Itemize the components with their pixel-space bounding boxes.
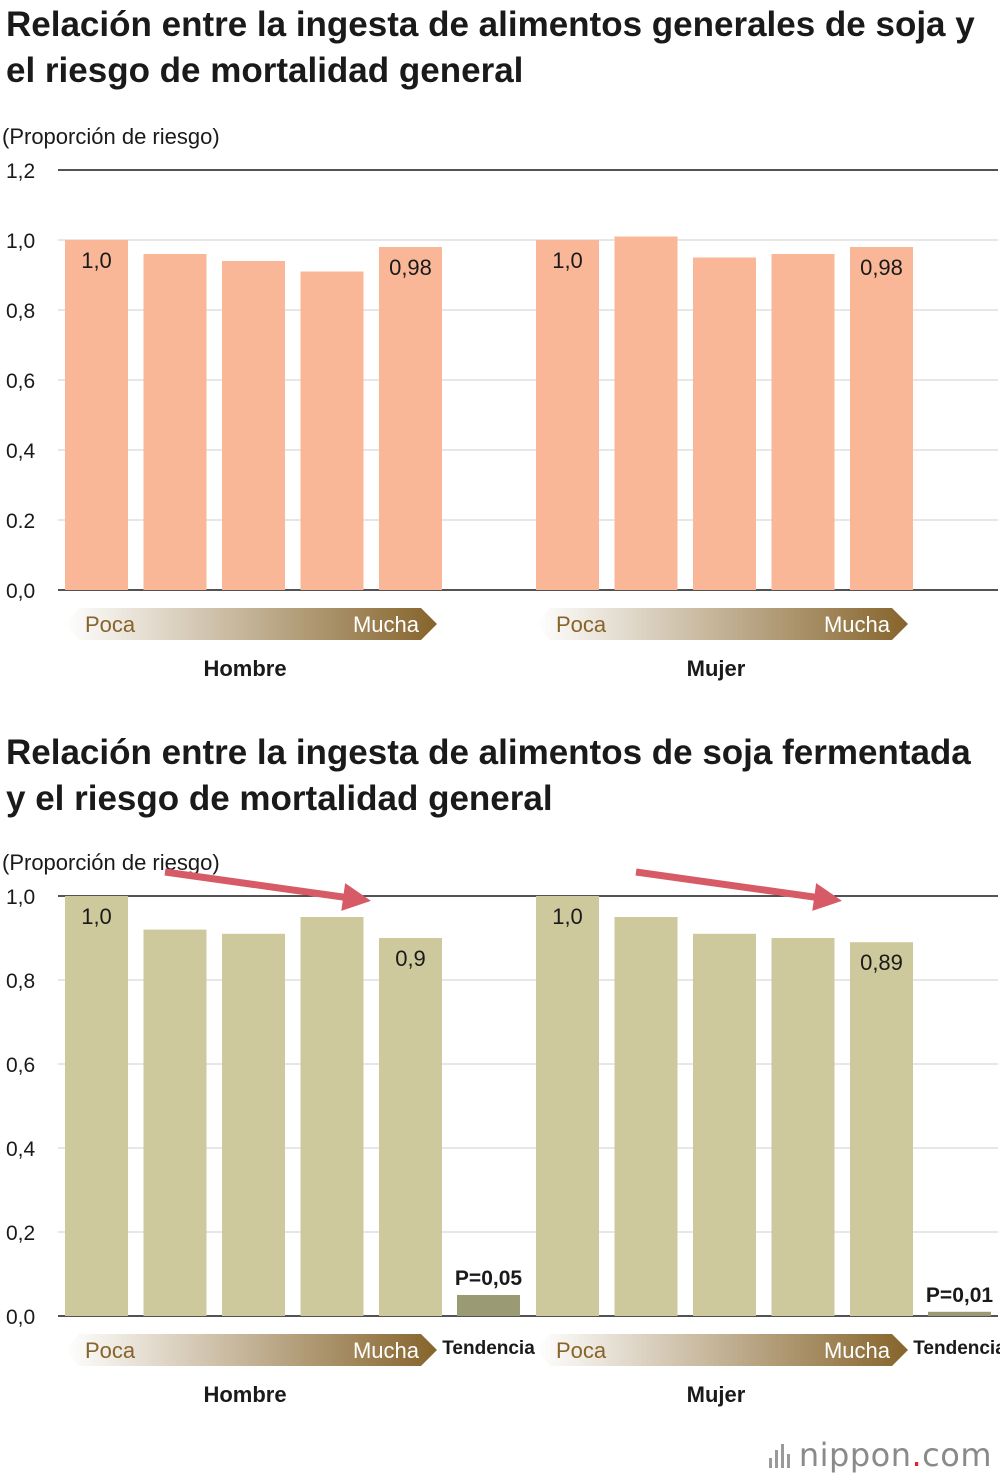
y-tick-label: 1,0 bbox=[6, 230, 35, 253]
group-label: Hombre bbox=[203, 656, 286, 681]
data-label: 0,89 bbox=[860, 950, 903, 975]
intake-scale-arrow bbox=[536, 1334, 908, 1366]
bar bbox=[536, 240, 599, 590]
y-tick-label: 0,4 bbox=[6, 440, 36, 463]
decline-arrow-head bbox=[812, 883, 842, 911]
scale-high-label: Mucha bbox=[353, 612, 420, 637]
data-label: 1,0 bbox=[81, 248, 112, 273]
y-tick-label: 0,4 bbox=[6, 1138, 36, 1161]
y-tick-label: 0,6 bbox=[6, 1054, 35, 1077]
y-tick-label: 0,0 bbox=[6, 580, 35, 603]
scale-low-label: Poca bbox=[85, 1338, 136, 1363]
bar bbox=[771, 254, 835, 590]
bar bbox=[614, 917, 678, 1316]
chart-fermented-soy: (Proporción de riesgo) 0,0 0,2 0,4 0,6 0,8 1,0… bbox=[2, 850, 1000, 1407]
decline-arrow-line bbox=[635, 868, 829, 903]
group-label: Mujer bbox=[687, 656, 746, 681]
bar bbox=[614, 236, 678, 590]
scale-high-label: Mucha bbox=[824, 612, 891, 637]
y-tick-label: 0,8 bbox=[6, 970, 35, 993]
bar bbox=[850, 942, 913, 1316]
logo-suffix: com bbox=[922, 1436, 992, 1474]
data-label: 1,0 bbox=[552, 248, 583, 273]
y-tick-label: 0,2 bbox=[6, 1222, 35, 1245]
bar bbox=[65, 240, 128, 590]
bar bbox=[379, 247, 442, 590]
nippon-logo: nippon.com bbox=[768, 1436, 992, 1474]
logo-dot: . bbox=[911, 1436, 923, 1474]
trend-bar bbox=[928, 1311, 991, 1316]
intake-scale-arrow bbox=[536, 608, 908, 640]
group-label: Hombre bbox=[203, 1382, 286, 1407]
logo-name: nippon bbox=[798, 1436, 912, 1474]
p-value-label: P=0,01 bbox=[926, 1284, 993, 1307]
y-tick-label: 0,8 bbox=[6, 300, 35, 323]
bar bbox=[693, 933, 756, 1316]
data-label: 0,98 bbox=[860, 255, 903, 280]
intake-scale-arrow bbox=[65, 1334, 437, 1366]
y-tick-label: 0,0 bbox=[6, 1306, 35, 1329]
decline-arrow-line bbox=[164, 868, 358, 903]
data-label: 0,9 bbox=[395, 946, 426, 971]
chart-title-general: Relación entre la ingesta de alimentos g… bbox=[6, 5, 975, 90]
data-label: 0,98 bbox=[389, 255, 432, 280]
bar bbox=[379, 938, 442, 1316]
trend-label: Tendencia bbox=[913, 1338, 1000, 1359]
chart-general-soy: (Proporción de riesgo) 0,0 0.2 0,4 0,6 0,8 1,0… bbox=[2, 124, 998, 681]
bar bbox=[693, 257, 756, 590]
bar bbox=[65, 896, 128, 1316]
data-label: 1,0 bbox=[81, 904, 112, 929]
bar bbox=[222, 933, 285, 1316]
bar bbox=[850, 247, 913, 590]
bar bbox=[143, 254, 207, 590]
bar bbox=[222, 261, 285, 590]
chart-title-fermented: Relación entre la ingesta de alimentos d… bbox=[6, 733, 971, 818]
bar bbox=[143, 929, 207, 1316]
logo-bars-icon bbox=[768, 1444, 795, 1468]
intake-scale-arrow bbox=[65, 608, 437, 640]
data-label: 1,0 bbox=[552, 904, 583, 929]
y-axis-label: (Proporción de riesgo) bbox=[2, 124, 220, 149]
bar bbox=[536, 896, 599, 1316]
trend-label: Tendencia bbox=[442, 1338, 535, 1359]
y-tick-label: 0,6 bbox=[6, 370, 35, 393]
y-tick-label: 1,2 bbox=[6, 160, 35, 183]
scale-low-label: Poca bbox=[556, 1338, 607, 1363]
scale-low-label: Poca bbox=[85, 612, 136, 637]
bar bbox=[771, 938, 835, 1316]
y-tick-label: 0.2 bbox=[6, 510, 35, 533]
y-axis-label: (Proporción de riesgo) bbox=[2, 850, 220, 875]
decline-arrow-head bbox=[341, 883, 371, 911]
scale-high-label: Mucha bbox=[824, 1338, 891, 1363]
y-tick-label: 1,0 bbox=[6, 886, 35, 909]
group-label: Mujer bbox=[687, 1382, 746, 1407]
trend-bar bbox=[457, 1295, 520, 1316]
scale-high-label: Mucha bbox=[353, 1338, 420, 1363]
bar bbox=[300, 917, 364, 1316]
p-value-label: P=0,05 bbox=[455, 1267, 522, 1290]
bar bbox=[300, 271, 364, 590]
scale-low-label: Poca bbox=[556, 612, 607, 637]
